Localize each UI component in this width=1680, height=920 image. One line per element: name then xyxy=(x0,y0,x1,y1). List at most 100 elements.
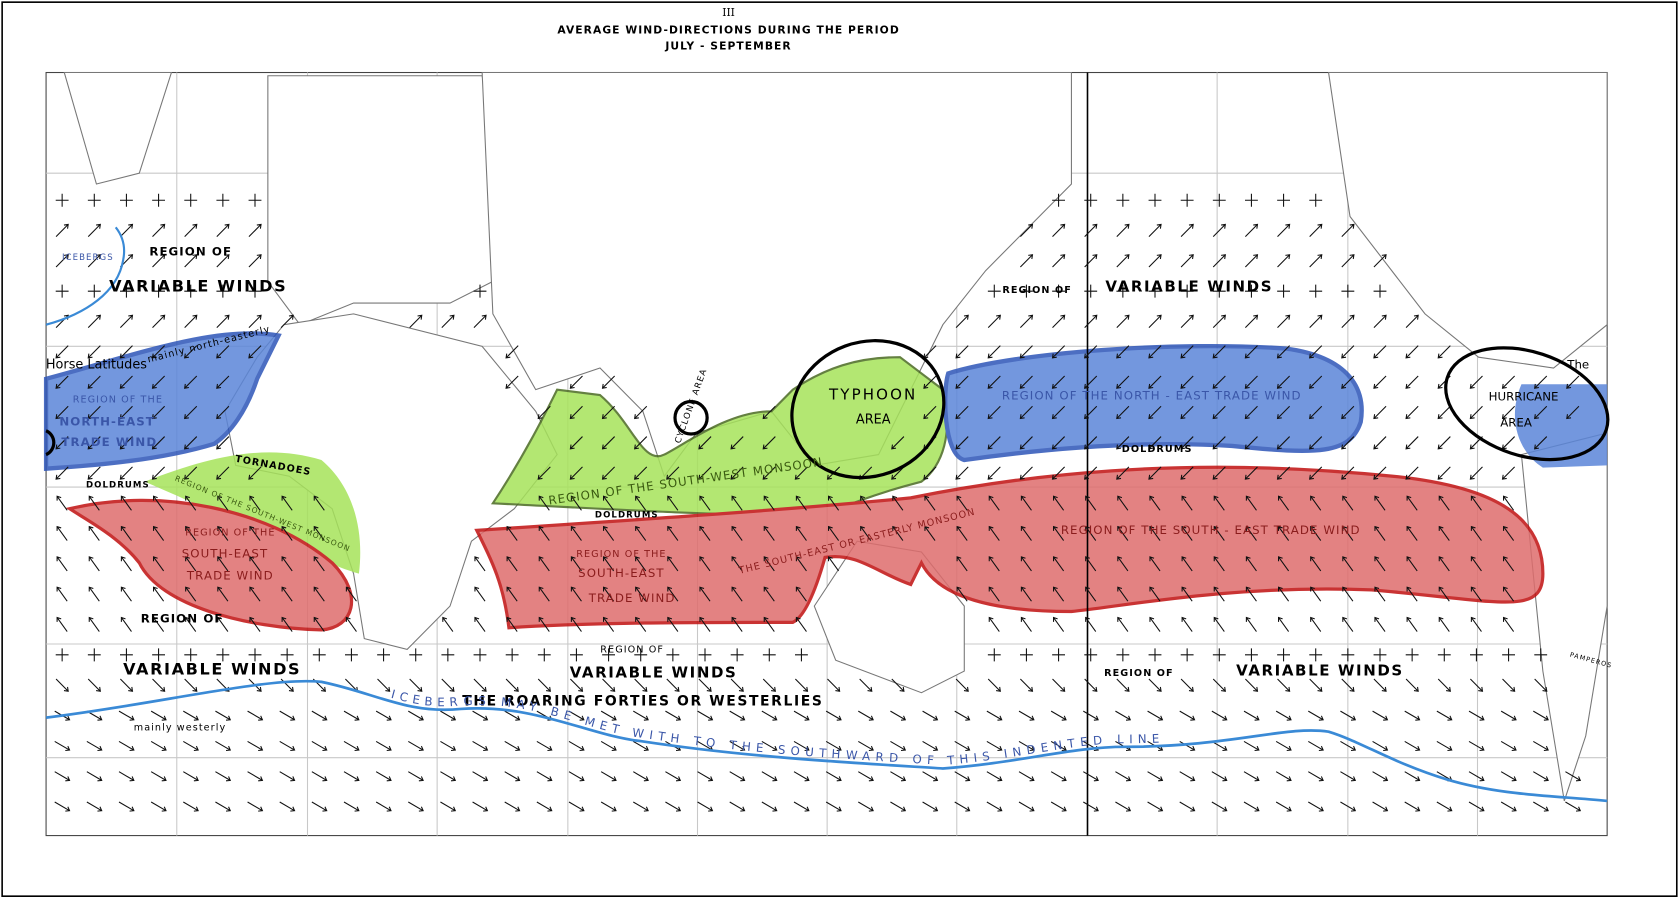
wind-arrow xyxy=(249,556,261,572)
region-label: REGION OF THE xyxy=(73,394,163,405)
wind-arrow xyxy=(472,771,489,782)
wind-arrow xyxy=(955,678,969,692)
wind-arrow xyxy=(795,586,807,602)
wind-arrow xyxy=(1406,525,1418,541)
wind-arrow xyxy=(442,616,454,632)
wind-arrow xyxy=(473,678,487,692)
wind-arrow xyxy=(1052,586,1065,602)
wind-arrow xyxy=(1468,801,1485,812)
wind-arrow xyxy=(440,801,457,812)
wind-arrow xyxy=(1084,254,1098,268)
wind-arrow xyxy=(1020,648,1033,662)
wind-arrow xyxy=(699,525,711,541)
map-area xyxy=(43,71,1610,837)
wind-arrow xyxy=(55,436,69,450)
wind-arrow xyxy=(375,740,392,752)
wind-arrow xyxy=(697,801,714,812)
wind-arrow xyxy=(473,314,487,328)
wind-arrow xyxy=(1084,436,1098,450)
wind-arrow xyxy=(1180,648,1194,662)
region-label: SOUTH-EAST xyxy=(578,566,664,580)
wind-arrow xyxy=(1052,495,1065,511)
wind-arrow xyxy=(1534,375,1548,389)
wind-arrow xyxy=(988,586,1000,602)
wind-arrow xyxy=(249,525,261,541)
wind-arrow xyxy=(1276,405,1291,420)
wind-arrow xyxy=(987,375,1001,389)
wind-arrow xyxy=(408,801,424,812)
wind-arrow xyxy=(120,495,132,511)
wind-arrow xyxy=(1148,314,1162,328)
wind-arrow xyxy=(184,193,198,207)
wind-arrow xyxy=(1500,771,1517,782)
wind-arrow xyxy=(1565,771,1582,782)
trade-wind-region xyxy=(1514,384,1608,468)
wind-arrow xyxy=(569,466,583,480)
wind-arrow xyxy=(1468,771,1485,782)
wind-arrow xyxy=(1084,678,1098,692)
wind-arrow xyxy=(247,740,264,752)
wind-arrow xyxy=(1179,710,1196,721)
wind-arrow xyxy=(1436,710,1453,721)
wind-arrow xyxy=(538,495,550,511)
wind-arrow xyxy=(1276,436,1291,450)
hurricane-area xyxy=(1444,346,1610,462)
wind-arrow xyxy=(1019,436,1033,450)
region-label: DOLDRUMS xyxy=(1122,444,1193,455)
wind-arrow xyxy=(311,771,328,782)
wind-arrow xyxy=(795,525,807,541)
wind-arrow xyxy=(891,678,905,692)
wind-arrow xyxy=(56,556,68,572)
wind-arrow xyxy=(474,616,486,632)
wind-arrow xyxy=(409,314,423,328)
wind-arrow xyxy=(825,801,842,812)
wind-arrow xyxy=(667,556,679,572)
wind-arrow xyxy=(827,525,840,541)
wind-arrow xyxy=(988,616,1000,632)
wind-arrow xyxy=(730,648,744,662)
wind-arrow xyxy=(1180,375,1194,389)
wind-arrow xyxy=(313,556,325,572)
wind-arrow xyxy=(698,466,712,480)
wind-arrow xyxy=(860,525,872,541)
wind-arrow xyxy=(922,801,939,812)
wind-arrow xyxy=(1309,436,1323,450)
wind-arrow xyxy=(635,495,647,511)
wind-arrow xyxy=(1309,466,1323,480)
wind-arrow xyxy=(1148,193,1162,207)
wind-arrow xyxy=(504,710,521,721)
wind-arrow xyxy=(634,466,648,480)
wind-arrow xyxy=(343,740,360,752)
wind-arrow xyxy=(152,648,165,662)
region-label: REGION OF xyxy=(149,245,232,259)
wind-arrow xyxy=(1020,525,1032,541)
wind-arrow xyxy=(1052,254,1066,268)
wind-arrow xyxy=(311,710,328,721)
wind-arrow xyxy=(279,740,296,752)
wind-arrow xyxy=(1019,314,1034,328)
wind-arrow xyxy=(1243,710,1260,721)
wind-arrow xyxy=(1116,284,1130,298)
wind-arrow xyxy=(1309,648,1323,662)
wind-arrow xyxy=(1020,556,1032,572)
region-label: TYPHOON xyxy=(828,386,917,404)
wind-arrow xyxy=(730,678,744,692)
wind-arrow xyxy=(537,466,551,480)
wind-arrow xyxy=(345,648,358,662)
wind-arrow xyxy=(184,345,198,359)
wind-arrow xyxy=(1277,678,1291,692)
wind-arrow xyxy=(505,678,519,692)
wind-arrow xyxy=(956,525,968,541)
wind-arrow xyxy=(987,436,1001,450)
wind-arrow xyxy=(1501,405,1516,420)
wind-arrow xyxy=(1085,525,1097,541)
wind-arrow xyxy=(88,495,100,511)
region-label: NORTH-EAST xyxy=(59,415,155,429)
wind-arrow xyxy=(408,710,424,721)
wind-arrow xyxy=(1084,648,1098,662)
wind-arrow xyxy=(409,648,423,662)
wind-arrow xyxy=(87,254,101,268)
wind-arrow xyxy=(537,405,551,420)
wind-arrow xyxy=(281,525,293,541)
wind-arrow xyxy=(247,710,264,721)
